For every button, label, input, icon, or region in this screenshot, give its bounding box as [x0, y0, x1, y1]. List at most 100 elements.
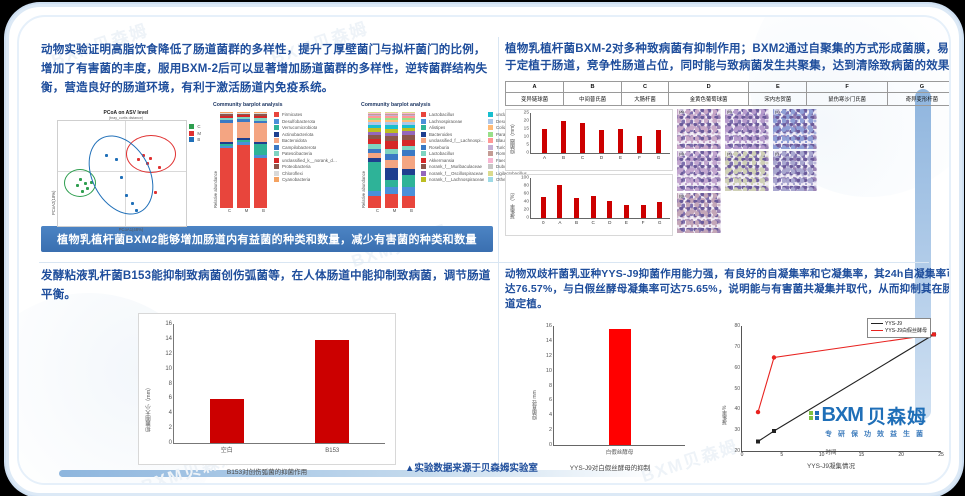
legend-item: Colidextribacter	[488, 125, 552, 130]
legend-item: Akkermansia	[421, 157, 485, 163]
table-cell-name: 宋内志贺菌	[748, 92, 808, 106]
bar	[607, 200, 613, 218]
y-tick-label: 40	[734, 406, 740, 413]
stacked-bar-segment	[254, 115, 267, 118]
legend-item: Campilobacterota	[274, 144, 338, 150]
y-tick-label: 60	[523, 191, 529, 197]
stacked-bar-segment	[237, 141, 250, 145]
legend-item: Proteobacteria	[274, 164, 338, 169]
legend-swatch	[274, 131, 279, 137]
stacked-bar-segment	[220, 141, 233, 144]
legend-item: Roseburia	[421, 144, 485, 150]
stacked-bar-segment	[402, 155, 415, 170]
legend-swatch	[421, 177, 426, 182]
stacked-bar-segment	[402, 118, 415, 120]
stacked-bar-segment	[254, 123, 267, 142]
x-tick-label: 0	[740, 452, 744, 458]
pcoa-point	[134, 208, 138, 212]
line-marker	[756, 439, 760, 444]
pathogen-table: A B C D E F G 变异链球菌 中间普氏菌 大肠杆菌 金黄色葡萄球菌 宋内志贺菌 鼠伤寒沙门氏菌…	[504, 81, 949, 106]
bottom-left-paragraph: 发酵粘液乳杆菌B153能抑制致病菌创伤弧菌等，在人体肠道中能抑制致病菌，调节肠道…	[41, 270, 491, 301]
micrograph-label: (c)	[774, 109, 781, 114]
micrograph-cell: (b)	[725, 109, 771, 149]
line-marker	[771, 355, 777, 360]
stacked-bar-segment	[402, 127, 415, 132]
x-tick-label: B	[575, 220, 579, 225]
stacked-bar-segment	[254, 143, 267, 156]
stacked-bar-segment	[385, 153, 398, 160]
legend-swatch	[488, 164, 493, 169]
barplot-species-legend-col1: Lactobacillus Lachnospiraceae Alistipes Bac…	[421, 112, 485, 213]
barplot-species-legend-col2: unclassified_f__OscillospiraceaeDesulfov…	[488, 112, 552, 213]
legend-label: Lachnospiraceae	[429, 118, 463, 124]
stacked-bar-segment	[254, 113, 267, 116]
stacked-bar-segment	[402, 131, 415, 136]
stacked-bar-segment	[254, 117, 267, 121]
bar	[599, 130, 604, 153]
x-tick-label: E	[618, 155, 623, 160]
divider-vertical	[498, 37, 499, 469]
bar	[608, 329, 631, 445]
stacked-bar-segment	[368, 135, 381, 140]
stacked-bar-segment	[402, 124, 415, 128]
stacked-bar-segment	[385, 124, 398, 129]
micrograph-image	[725, 109, 769, 149]
stacked-bar-segment	[385, 159, 398, 169]
bar	[637, 136, 642, 153]
legend-swatch	[488, 144, 493, 150]
legend-label: Roseburia	[429, 144, 450, 150]
y-tick-label: 20	[734, 448, 740, 454]
legend-item: norank_f__Lachnospiraceae	[421, 177, 485, 182]
bar	[618, 128, 623, 153]
stacked-bar-segment	[368, 116, 381, 119]
stacked-bar-segment	[385, 186, 398, 195]
y-tick-label: 15	[523, 126, 529, 132]
stacked-bar-segment	[220, 115, 233, 118]
stacked-bar-segment	[368, 121, 381, 125]
x-tick-label: E	[624, 220, 628, 225]
legend-swatch	[274, 138, 279, 143]
stacked-bar-segment	[237, 139, 250, 142]
legend-item: Bacteroidota	[274, 138, 338, 143]
stacked-bar-segment	[368, 131, 381, 136]
stacked-bar-segment	[402, 135, 415, 140]
legend-swatch	[189, 130, 195, 136]
legend-label: norank_f__Oscillospiraceae	[429, 170, 484, 176]
stacked-bar-segment	[385, 132, 398, 137]
bar	[590, 195, 596, 218]
legend-swatch	[488, 125, 493, 130]
y-tick-label: 10	[165, 365, 172, 372]
panel-bottom-right: 动物双歧杆菌乳亚种YYS-J9抑菌作用能力强，有良好的自凝集率和它凝集率，其24…	[505, 267, 949, 483]
bar	[623, 204, 629, 218]
legend-item: Patescibacteria	[274, 151, 338, 156]
bar	[580, 122, 585, 153]
x-tick-label: D	[608, 220, 612, 225]
x-tick-label: C	[375, 208, 380, 213]
y-tick-label: 2	[548, 427, 552, 434]
bar	[542, 128, 547, 153]
yysj9-aggregation-caption: YYS-J9凝集情况	[806, 463, 856, 470]
y-tick-label: 0	[526, 215, 529, 221]
legend-label: Bacteroides	[429, 131, 453, 137]
bar	[315, 339, 350, 443]
micrograph-image	[677, 193, 721, 233]
legend-swatch	[488, 138, 493, 143]
y-tick-label: 10	[545, 367, 552, 374]
pcoa-point	[115, 157, 119, 161]
micrograph-label: (b)	[726, 109, 733, 114]
legend-swatch	[189, 137, 195, 142]
micrograph-label: (f)	[774, 151, 780, 156]
legend-label: Firmicutes	[282, 112, 303, 117]
legend-label: YYS-J9白假丝酵母	[885, 328, 927, 334]
legend-swatch	[274, 125, 279, 130]
stacked-bar-segment	[385, 194, 398, 208]
bar	[656, 130, 661, 153]
x-tick-label: D	[599, 155, 604, 160]
bar	[540, 197, 546, 218]
stacked-bar-segment	[402, 139, 415, 146]
stacked-bar-segment	[368, 114, 381, 116]
stacked-bar-segment	[220, 113, 233, 116]
stacked-bar-segment	[368, 118, 381, 121]
